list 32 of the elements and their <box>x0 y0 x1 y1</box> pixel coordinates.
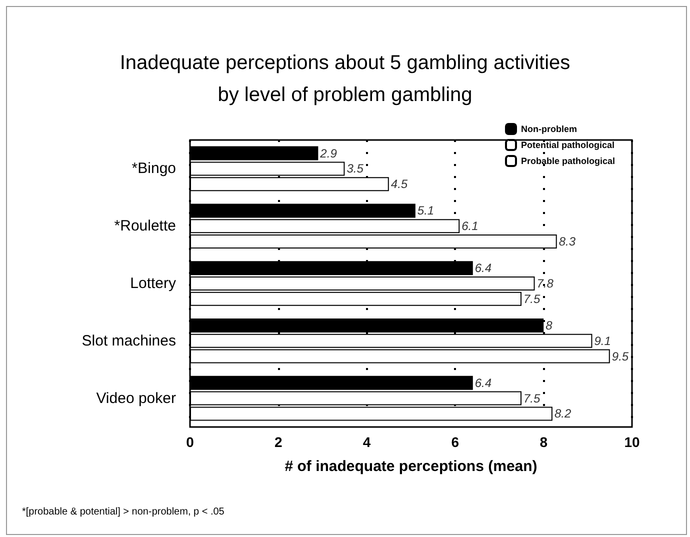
chart-title: Inadequate perceptions about 5 gambling activities by level of problem gambling <box>120 52 570 106</box>
data-label: 9.1 <box>594 334 611 348</box>
data-label: 2.9 <box>319 146 338 160</box>
legend-label: Probable pathological <box>520 156 616 166</box>
x-tick-label: 0 <box>186 434 194 450</box>
x-tick-label: 6 <box>451 434 460 450</box>
x-tick-label: 4 <box>362 434 371 450</box>
data-label: 3.5 <box>346 162 364 176</box>
data-label: 5.1 <box>417 204 434 218</box>
y-tick-label: Video poker <box>96 390 176 407</box>
y-tick-label: Slot machines <box>82 332 176 350</box>
y-tick-label: Lottery <box>130 275 176 292</box>
data-label: 6.1 <box>462 219 478 234</box>
data-label: 6.4 <box>474 376 492 390</box>
text: *[probable & potential] > non-problem, p < .05 <box>22 506 225 518</box>
data-label: 7.5 <box>524 292 541 306</box>
data-label: 9.5 <box>612 349 629 364</box>
data-label: 6.4 <box>474 261 492 276</box>
data-label: 7.8 <box>536 276 554 290</box>
data-label: 4.5 <box>390 177 408 192</box>
legend-label: Non-problem <box>520 124 577 134</box>
data-label: 8 <box>546 318 553 332</box>
legend-label: Potential pathological <box>520 140 615 150</box>
x-tick-label: 8 <box>540 434 548 450</box>
x-axis-title: # of inadequate perceptions (mean) <box>284 458 538 475</box>
y-tick-label: *Roulette <box>114 218 176 235</box>
data-label: 8.2 <box>554 406 572 421</box>
data-label: 7.5 <box>524 391 541 406</box>
x-tick-label: 10 <box>624 434 640 450</box>
data-label: 8.3 <box>558 234 576 248</box>
x-tick-label: 2 <box>274 434 282 450</box>
y-tick-label: *Bingo <box>132 160 176 178</box>
